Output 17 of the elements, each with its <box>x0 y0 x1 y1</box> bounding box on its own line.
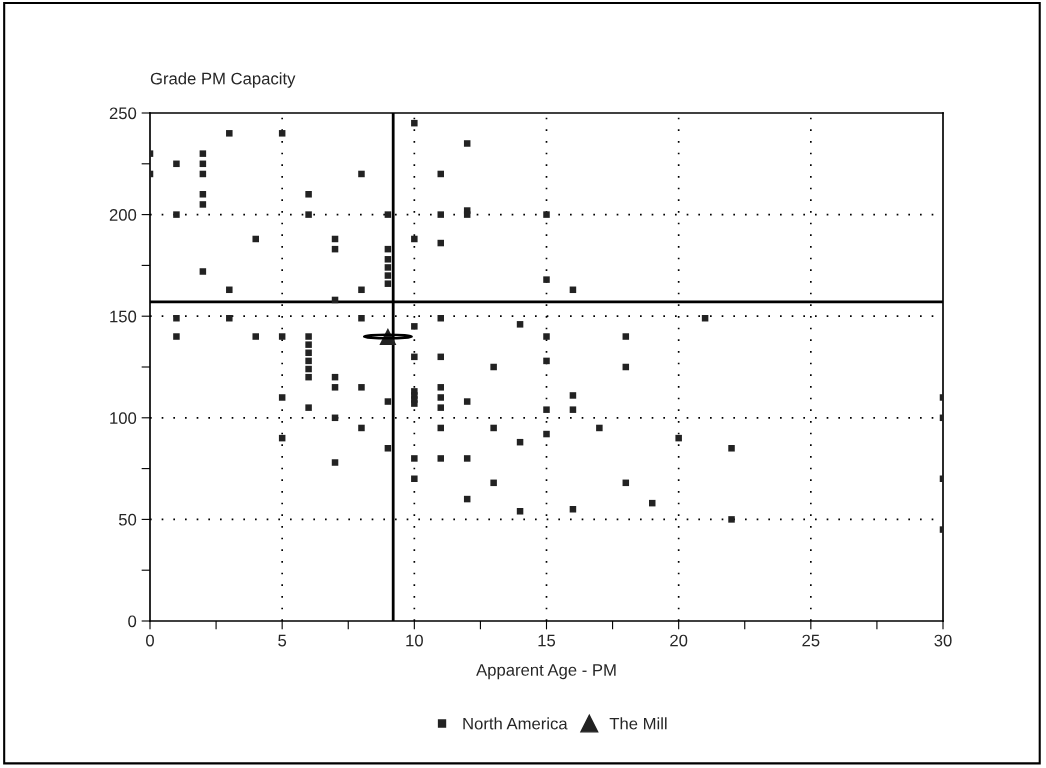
x-axis-title: Apparent Age - PM <box>476 664 616 680</box>
y-tick-label: 200 <box>109 209 137 221</box>
x-tick-label: 0 <box>146 634 154 647</box>
y-tick-label: 100 <box>110 412 137 424</box>
x-tick-label: 5 <box>278 634 287 647</box>
x-tick-label: 10 <box>406 634 423 647</box>
y-tick-label: 0 <box>128 615 137 628</box>
y-tick-label: 50 <box>118 513 137 526</box>
y-tick-label: 150 <box>110 310 137 323</box>
x-tick-label: 20 <box>670 634 688 647</box>
legend-label: The Mill <box>609 717 667 730</box>
y-tick-label: 250 <box>109 107 137 120</box>
x-tick-label: 30 <box>934 634 952 647</box>
y-axis-title: Grade PM Capacity <box>150 72 296 88</box>
x-tick-label: 15 <box>538 634 556 647</box>
x-tick-label: 25 <box>802 634 820 647</box>
legend-label: North America <box>463 717 568 730</box>
